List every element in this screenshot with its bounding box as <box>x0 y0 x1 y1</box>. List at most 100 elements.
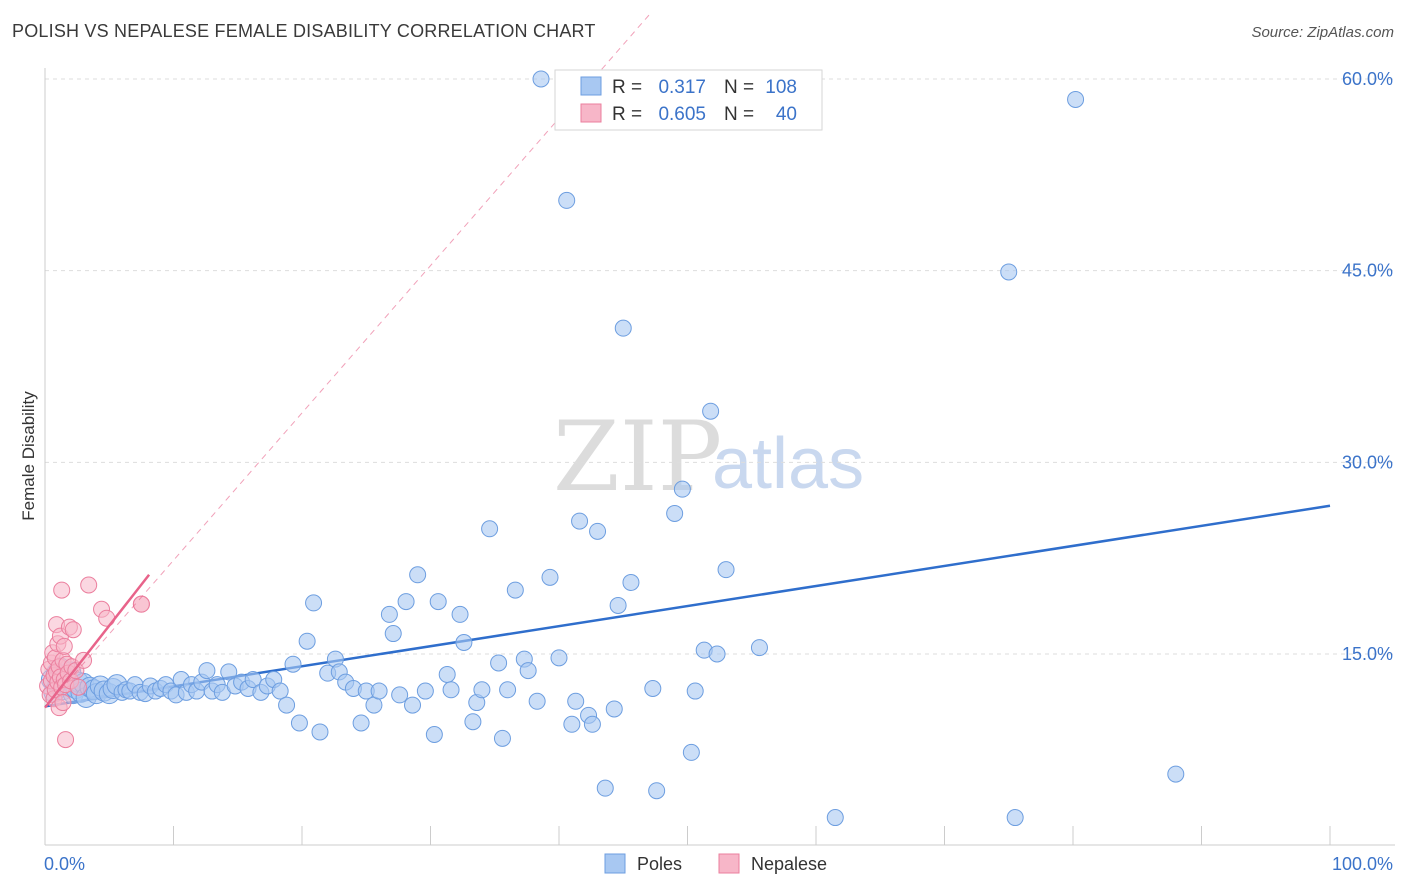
poles-points-layer <box>40 70 1185 827</box>
legend-n-value-nepalese: 40 <box>776 104 797 125</box>
poles-point <box>717 561 735 579</box>
nepalese-point <box>53 581 71 599</box>
poles-point <box>644 680 662 697</box>
nepalese-point <box>54 694 72 712</box>
poles-point <box>397 593 415 611</box>
poles-trend-line <box>44 504 1331 708</box>
legend-n-value-poles: 108 <box>765 77 797 98</box>
poles-point <box>290 714 308 732</box>
poles-point <box>567 692 585 710</box>
poles-point <box>244 671 262 689</box>
poles-point <box>493 729 511 747</box>
series-legend-swatch-poles <box>604 853 626 874</box>
poles-point <box>442 681 460 699</box>
poles-point <box>499 681 517 699</box>
poles-point <box>473 681 491 699</box>
poles-point <box>278 696 296 714</box>
poles-point <box>429 593 447 611</box>
poles-point <box>451 605 469 623</box>
legend-swatch-poles <box>580 76 602 96</box>
poles-point <box>589 522 607 540</box>
series-legend-swatch-nepalese <box>718 853 740 874</box>
poles-point <box>1167 765 1185 783</box>
poles-point <box>490 654 508 672</box>
poles-point <box>384 625 402 643</box>
poles-point <box>614 319 632 337</box>
poles-point <box>750 639 768 657</box>
series-legend-label-poles: Poles <box>637 854 682 874</box>
y-tick-label: 60.0% <box>1342 69 1393 89</box>
poles-point <box>563 715 581 733</box>
x-tick-label-min: 0.0% <box>44 854 85 874</box>
legend-r-label-nepalese: R = <box>612 104 642 125</box>
poles-point <box>702 402 720 420</box>
poles-point <box>571 512 589 530</box>
poles-point <box>708 645 726 663</box>
y-tick-labels: 15.0% 30.0% 45.0% 60.0% <box>1342 69 1393 664</box>
poles-point <box>298 632 316 650</box>
nepalese-point <box>64 621 82 639</box>
series-legend-label-nepalese: Nepalese <box>751 854 827 874</box>
nepalese-point <box>57 731 75 749</box>
nepalese-trend-line <box>44 574 151 709</box>
y-tick-label: 45.0% <box>1342 261 1393 281</box>
source-credit: Source: ZipAtlas.com <box>1251 24 1394 41</box>
chart-title: POLISH VS NEPALESE FEMALE DISABILITY COR… <box>12 21 596 41</box>
poles-point <box>1067 90 1085 108</box>
poles-point <box>370 682 388 700</box>
nepalese-point <box>69 678 87 696</box>
poles-point <box>506 581 524 599</box>
y-tick-label: 15.0% <box>1342 644 1393 664</box>
series-legend: Poles Nepalese <box>604 853 827 874</box>
y-tick-label: 30.0% <box>1342 452 1393 472</box>
poles-point <box>826 809 844 827</box>
poles-point <box>528 692 546 710</box>
poles-point <box>271 682 289 700</box>
poles-point <box>425 726 443 743</box>
poles-point <box>464 713 482 731</box>
legend-r-value-poles: 0.317 <box>658 77 706 98</box>
poles-point <box>391 686 409 704</box>
poles-point <box>481 520 499 538</box>
poles-point <box>455 634 473 651</box>
nepalese-trend-layer <box>44 14 650 709</box>
poles-point <box>541 568 559 586</box>
poles-point <box>583 715 601 733</box>
poles-point <box>686 682 704 700</box>
poles-point <box>673 480 691 498</box>
poles-point <box>352 714 370 732</box>
poles-trend-layer <box>44 504 1331 708</box>
poles-point <box>1006 809 1024 827</box>
poles-point <box>404 696 422 714</box>
nepalese-point <box>80 576 98 594</box>
nepalese-point <box>98 609 116 627</box>
poles-point <box>682 743 700 761</box>
legend-swatch-nepalese <box>580 103 602 123</box>
x-tick-label-max: 100.0% <box>1332 854 1393 874</box>
poles-point <box>605 700 623 718</box>
axes <box>44 68 1395 846</box>
poles-point <box>596 779 614 797</box>
poles-point <box>284 655 302 673</box>
poles-point <box>198 662 216 680</box>
poles-point <box>380 605 398 623</box>
poles-point <box>220 663 238 681</box>
legend-r-value-nepalese: 0.605 <box>658 104 706 125</box>
poles-point <box>416 682 434 700</box>
legend-n-label-poles: N = <box>724 77 754 98</box>
nepalese-point <box>132 595 150 613</box>
poles-point <box>666 504 684 522</box>
watermark-zip: ZIP <box>553 401 722 513</box>
legend-r-label-poles: R = <box>612 77 642 98</box>
x-tick-marks <box>44 826 1331 845</box>
poles-point <box>438 665 456 683</box>
poles-point <box>622 573 640 591</box>
y-axis-label: Female Disability <box>19 391 38 521</box>
poles-point <box>609 596 627 614</box>
poles-point <box>558 191 576 209</box>
nepalese-point <box>55 637 73 655</box>
poles-point <box>532 70 550 88</box>
poles-point <box>648 782 666 800</box>
legend-n-label-nepalese: N = <box>724 104 754 125</box>
